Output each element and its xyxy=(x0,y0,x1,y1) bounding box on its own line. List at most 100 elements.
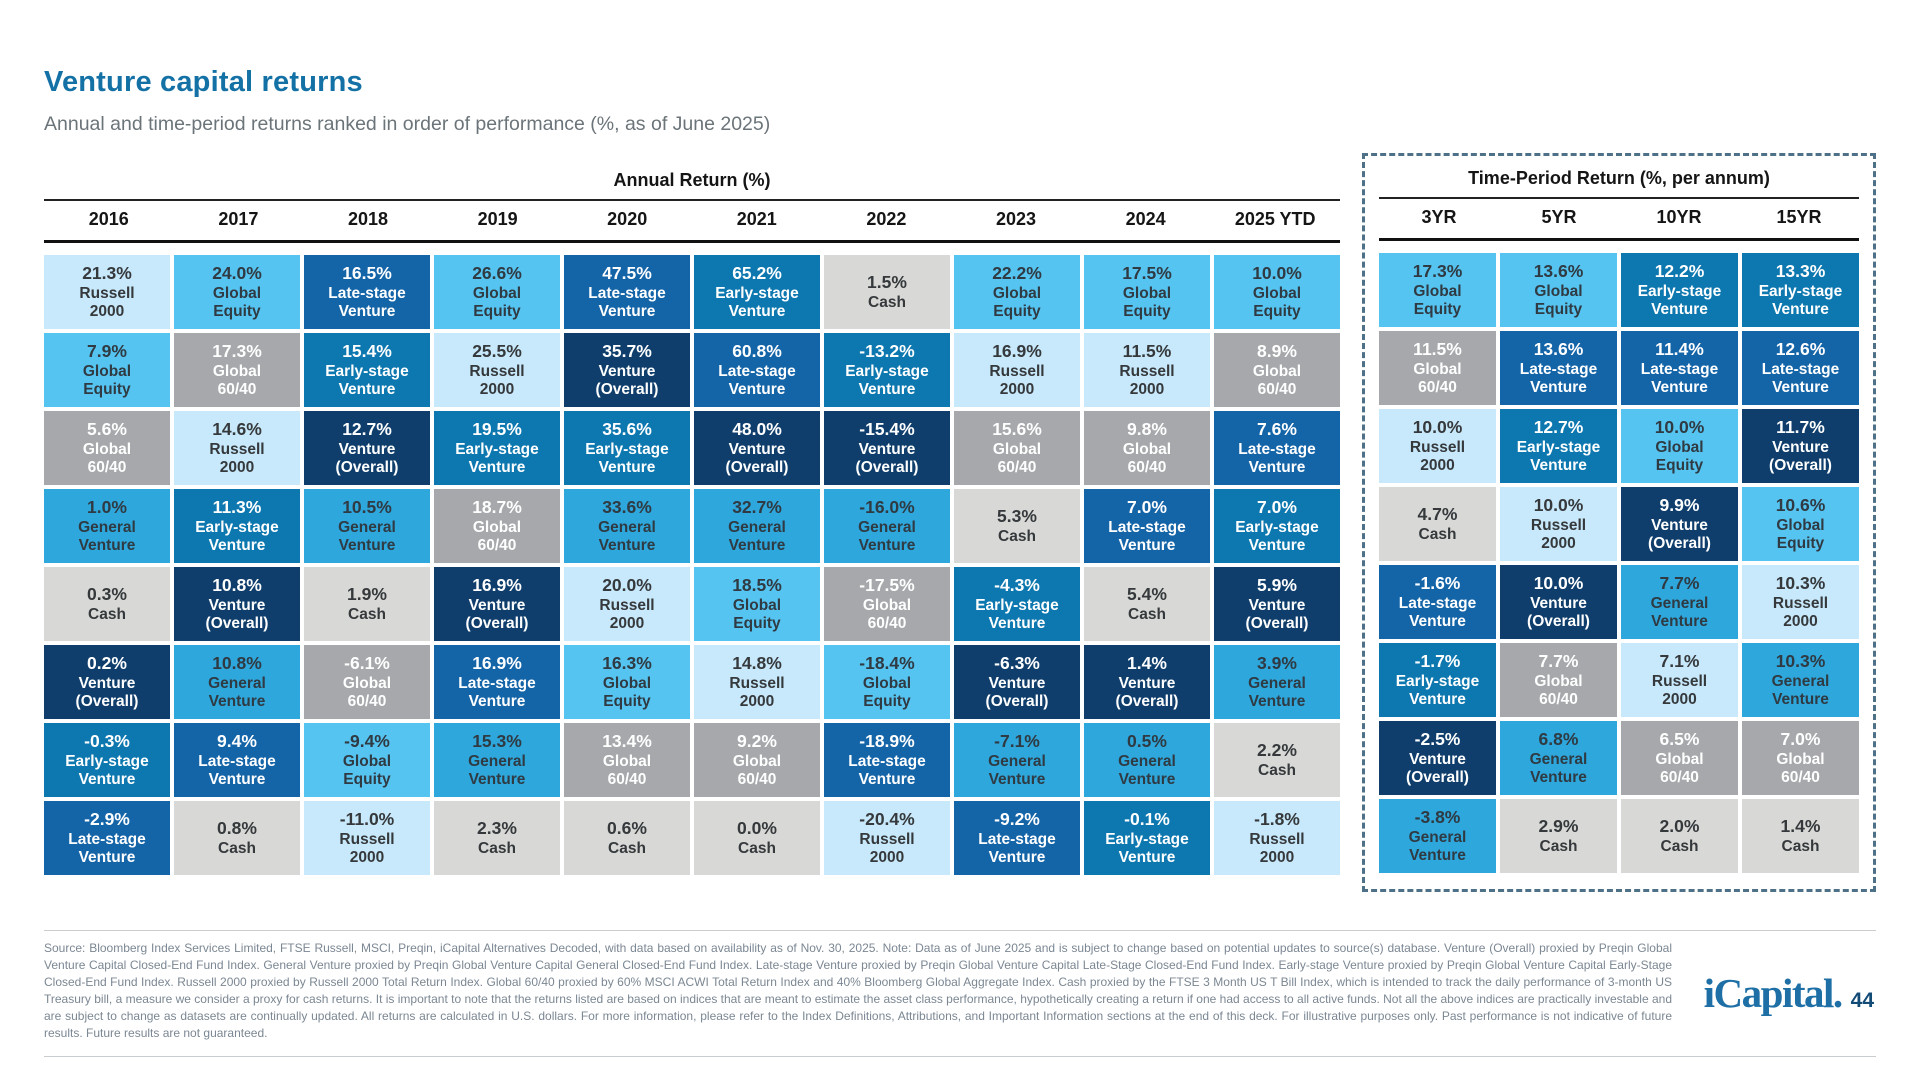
column-header-5yr: 5YR xyxy=(1541,207,1577,227)
cell-value: 17.3% xyxy=(1412,261,1463,282)
cell-asset-label: Russell 2000 xyxy=(859,831,915,866)
return-cell: 65.2% Early-stage Venture xyxy=(694,255,820,329)
cell-value: 17.5% xyxy=(1122,263,1172,284)
return-cell: -1.6% Late-stage Venture xyxy=(1379,565,1496,639)
cell-asset-label: Global 60/40 xyxy=(602,753,652,788)
cell-value: -3.8% xyxy=(1414,807,1461,828)
cell-value: 13.4% xyxy=(602,731,652,752)
cell-value: 60.8% xyxy=(732,341,782,362)
cell-asset-label: Early-stage Venture xyxy=(1758,283,1843,318)
cell-value: 12.7% xyxy=(342,419,392,440)
cell-asset-label: General Venture xyxy=(1529,751,1588,786)
return-cell: 10.5% General Venture xyxy=(304,489,430,563)
cell-value: 11.7% xyxy=(1776,417,1825,438)
cell-value: -18.9% xyxy=(859,731,915,752)
cell-asset-label: Cash xyxy=(868,294,906,312)
cell-value: 24.0% xyxy=(212,263,262,284)
return-cell: 12.6% Late-stage Venture xyxy=(1742,331,1859,405)
cell-asset-label: Late-stage Venture xyxy=(978,831,1056,866)
cell-asset-label: Global 60/40 xyxy=(862,597,912,632)
cell-value: 10.0% xyxy=(1533,495,1584,516)
cell-asset-label: Global 60/40 xyxy=(992,441,1042,476)
cell-value: 5.3% xyxy=(997,506,1037,527)
annual-return-table: Annual Return (%) 2016 2017 2018 2019 2020 20… xyxy=(44,170,1340,875)
cell-value: 0.3% xyxy=(87,584,127,605)
return-cell: 0.0% Cash xyxy=(694,801,820,875)
cell-value: 15.4% xyxy=(342,341,392,362)
cell-asset-label: Global Equity xyxy=(212,285,262,320)
cell-asset-label: Russell 2000 xyxy=(989,363,1045,398)
return-cell: 1.4% Venture (Overall) xyxy=(1084,645,1210,719)
cell-value: 47.5% xyxy=(602,263,652,284)
cell-asset-label: Global Equity xyxy=(992,285,1042,320)
return-cell: -2.5% Venture (Overall) xyxy=(1379,721,1496,795)
cell-value: 10.3% xyxy=(1775,573,1826,594)
cell-value: 7.9% xyxy=(87,341,127,362)
cell-value: 6.5% xyxy=(1659,729,1700,750)
cell-value: 13.6% xyxy=(1533,261,1584,282)
return-cell: 5.9% Venture (Overall) xyxy=(1214,567,1340,641)
return-cell: 2.0% Cash xyxy=(1621,799,1738,873)
cell-asset-label: General Venture xyxy=(1650,595,1709,630)
column-header-10yr: 10YR xyxy=(1656,207,1702,227)
cell-value: -15.4% xyxy=(859,419,915,440)
return-cell: 17.3% Global 60/40 xyxy=(174,333,300,407)
cell-value: 35.6% xyxy=(602,419,652,440)
return-cell: 0.8% Cash xyxy=(174,801,300,875)
page-number: 44 xyxy=(1850,989,1874,1012)
cell-value: 18.7% xyxy=(472,497,522,518)
returns-tables: Annual Return (%) 2016 2017 2018 2019 2020 20… xyxy=(44,153,1876,892)
cell-value: 6.8% xyxy=(1538,729,1579,750)
cell-asset-label: Venture (Overall) xyxy=(595,363,659,398)
cell-asset-label: Global Equity xyxy=(602,675,652,710)
cell-value: 11.5% xyxy=(1122,341,1172,362)
cell-asset-label: Global Equity xyxy=(1122,285,1172,320)
return-cell: 10.3% General Venture xyxy=(1742,643,1859,717)
return-cell: 3.9% General Venture xyxy=(1214,645,1340,719)
cell-value: 25.5% xyxy=(472,341,522,362)
cell-asset-label: Early-stage Venture xyxy=(1395,673,1480,708)
cell-value: 9.9% xyxy=(1659,495,1700,516)
return-cell: -9.2% Late-stage Venture xyxy=(954,801,1080,875)
cell-asset-label: Russell 2000 xyxy=(1772,595,1829,630)
return-cell: 20.0% Russell 2000 xyxy=(564,567,690,641)
cell-asset-label: Global Equity xyxy=(342,753,392,788)
cell-value: 8.9% xyxy=(1257,341,1297,362)
cell-asset-label: Cash xyxy=(1781,838,1820,856)
cell-value: 12.7% xyxy=(1533,417,1584,438)
return-cell: 9.4% Late-stage Venture xyxy=(174,723,300,797)
cell-asset-label: Russell 2000 xyxy=(79,285,135,320)
cell-asset-label: Venture (Overall) xyxy=(205,597,269,632)
return-cell: 15.6% Global 60/40 xyxy=(954,411,1080,485)
return-cell: 48.0% Venture (Overall) xyxy=(694,411,820,485)
cell-value: 5.6% xyxy=(87,419,127,440)
return-cell: 18.5% Global Equity xyxy=(694,567,820,641)
cell-asset-label: Early-stage Venture xyxy=(845,363,929,398)
cell-asset-label: Cash xyxy=(1539,838,1578,856)
cell-value: 0.6% xyxy=(607,818,647,839)
cell-asset-label: Early-stage Venture xyxy=(1516,439,1601,474)
return-cell: 1.0% General Venture xyxy=(44,489,170,563)
cell-value: -2.5% xyxy=(1414,729,1461,750)
return-cell: 16.9% Venture (Overall) xyxy=(434,567,560,641)
icapital-logo: iCapital. xyxy=(1703,970,1844,1016)
cell-asset-label: General Venture xyxy=(78,519,136,554)
return-cell: 24.0% Global Equity xyxy=(174,255,300,329)
return-cell: 2.9% Cash xyxy=(1500,799,1617,873)
return-cell: -0.3% Early-stage Venture xyxy=(44,723,170,797)
cell-value: 26.6% xyxy=(472,263,522,284)
return-cell: 12.7% Venture (Overall) xyxy=(304,411,430,485)
return-cell: 10.0% Russell 2000 xyxy=(1379,409,1496,483)
cell-value: 1.0% xyxy=(87,497,127,518)
return-cell: 17.5% Global Equity xyxy=(1084,255,1210,329)
cell-asset-label: Global Equity xyxy=(82,363,132,398)
cell-value: 33.6% xyxy=(602,497,652,518)
cell-value: 1.4% xyxy=(1780,816,1821,837)
return-cell: 0.5% General Venture xyxy=(1084,723,1210,797)
return-cell: 0.2% Venture (Overall) xyxy=(44,645,170,719)
cell-value: 13.6% xyxy=(1533,339,1584,360)
return-cell: 7.6% Late-stage Venture xyxy=(1214,411,1340,485)
time-period-table: Time-Period Return (%, per annum) 3YR 5YR… xyxy=(1362,153,1876,892)
logo-row: iCapital. 44 xyxy=(1704,969,1874,1017)
cell-value: 65.2% xyxy=(732,263,782,284)
